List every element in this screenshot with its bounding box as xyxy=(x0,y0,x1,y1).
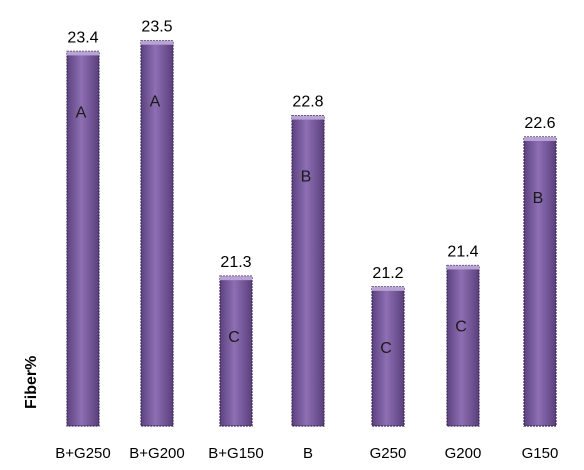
bar-G250 xyxy=(371,286,405,427)
bar-B+G250 xyxy=(66,50,100,427)
group-letter-G200: C xyxy=(455,318,467,335)
group-letter-B+G250: A xyxy=(76,104,87,121)
x-tick-label-G150: G150 xyxy=(522,445,559,462)
bar-cap-G200 xyxy=(447,265,479,270)
group-letter-G150: B xyxy=(533,190,544,207)
y-axis-title: Fiber% xyxy=(23,356,40,409)
bar-cap-B xyxy=(292,115,324,120)
group-letter-G250: C xyxy=(380,340,392,357)
bar-cap-B+G150 xyxy=(220,276,252,281)
x-tick-label-B+G150: B+G150 xyxy=(208,445,263,462)
value-label-G200: 21.4 xyxy=(447,243,478,260)
group-letter-B+G200: A xyxy=(150,94,161,111)
bar-G200 xyxy=(446,264,480,427)
x-tick-label-B+G250: B+G250 xyxy=(55,445,110,462)
value-label-G150: 22.6 xyxy=(524,115,555,132)
value-label-G250: 21.2 xyxy=(372,265,403,282)
value-label-B+G200: 23.5 xyxy=(141,19,172,36)
bar-cap-G150 xyxy=(524,137,556,142)
value-label-B+G150: 21.3 xyxy=(220,254,251,271)
x-tick-label-G250: G250 xyxy=(370,445,407,462)
x-tick-label-B+G200: B+G200 xyxy=(129,445,184,462)
bar-cap-B+G250 xyxy=(67,51,99,56)
x-tick-label-G200: G200 xyxy=(445,445,482,462)
bar-B xyxy=(291,115,325,427)
bar-B+G200 xyxy=(140,40,174,427)
bar-G150 xyxy=(523,136,557,427)
bar-cap-G250 xyxy=(372,286,404,291)
bar-B+G150 xyxy=(219,275,253,427)
x-tick-label-B: B xyxy=(303,445,313,462)
value-label-B: 22.8 xyxy=(292,94,323,111)
bar-cap-B+G200 xyxy=(141,40,173,45)
x-tick-labels: B+G250 B+G200 B+G150 B G250 G200 G150 xyxy=(55,445,558,462)
value-label-B+G250: 23.4 xyxy=(67,29,98,46)
bars-group: 23.4 A 23.5 A 21.3 C 22.8 B 21.2 C 21.4 C 22.6 B xyxy=(66,19,557,427)
group-letter-B+G150: C xyxy=(228,329,240,346)
group-letter-B: B xyxy=(301,169,312,186)
